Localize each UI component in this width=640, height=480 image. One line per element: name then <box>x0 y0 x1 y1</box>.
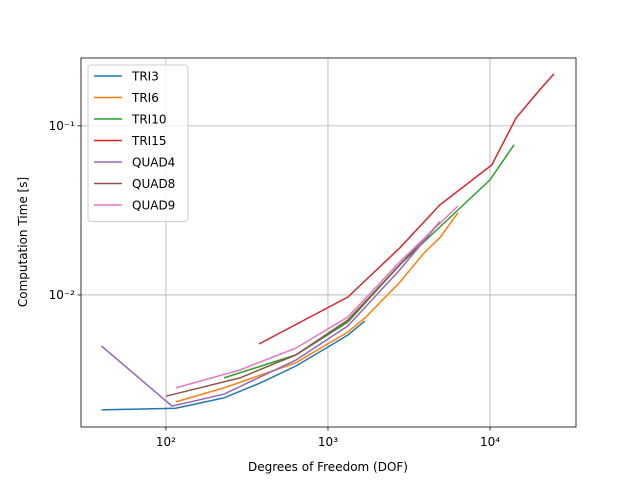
plot-frame <box>80 57 577 428</box>
y-tick-label: 10⁻¹ <box>49 119 76 133</box>
data-line <box>165 221 441 397</box>
data-line <box>175 205 459 389</box>
x-tick-label: 10² <box>156 435 176 449</box>
y-axis-label: Computation Time [s] <box>16 177 30 307</box>
y-tick-label: 10⁻² <box>49 288 76 302</box>
data-line <box>223 144 515 379</box>
legend-label: TRI3 <box>131 70 159 84</box>
legend-frame <box>87 64 189 222</box>
legend: TRI3 TRI6 TRI10 TRI15 QUAD4 QUAD8 QUAD9 <box>87 64 189 222</box>
x-tick-label: 10³ <box>318 435 338 449</box>
legend-label: QUAD9 <box>132 199 175 213</box>
x-tick-label: 10⁴ <box>480 435 500 449</box>
legend-label: TRI15 <box>131 134 166 148</box>
data-line <box>175 212 459 403</box>
x-axis-label: Degrees of Freedom (DOF) <box>248 460 408 474</box>
legend-label: QUAD4 <box>132 156 175 170</box>
legend-label: TRI6 <box>131 91 159 105</box>
legend-label: TRI10 <box>131 113 166 127</box>
legend-label: QUAD8 <box>132 177 175 191</box>
data-line <box>101 320 366 411</box>
data-line <box>101 221 441 407</box>
data-line <box>258 73 555 345</box>
